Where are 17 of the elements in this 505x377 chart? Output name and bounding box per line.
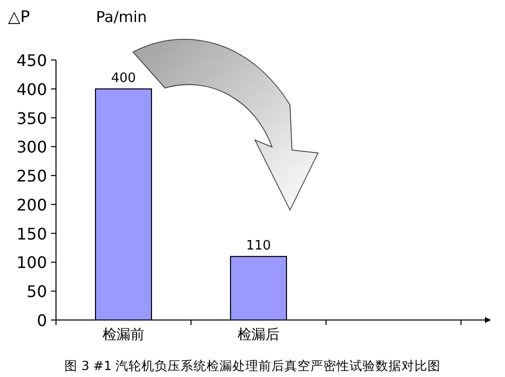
data-label: 400	[111, 70, 136, 86]
y-tick-label: 100	[16, 253, 47, 272]
y-tick-label: 400	[16, 80, 47, 99]
y-tick-label: 300	[16, 138, 47, 157]
data-label: 110	[246, 238, 271, 254]
text: 图 3 #1 汽轮机负压系统检漏处理前后真空严密性试验数据对比图	[64, 358, 441, 373]
y-tick-label: 450	[16, 51, 47, 70]
text: Pa/min	[96, 8, 147, 26]
y-tick-label: 250	[16, 166, 47, 186]
y-axis-title: △P	[8, 7, 30, 26]
y-tick-label: 0	[36, 311, 47, 330]
x-tick-label: 检漏前	[102, 327, 144, 343]
y-tick-label: 150	[16, 224, 47, 244]
x-tick-label: 检漏后	[238, 327, 280, 343]
y-tick-label: 50	[26, 282, 47, 302]
y-tick-label: 350	[16, 108, 47, 128]
y-tick-label: 200	[16, 195, 47, 214]
